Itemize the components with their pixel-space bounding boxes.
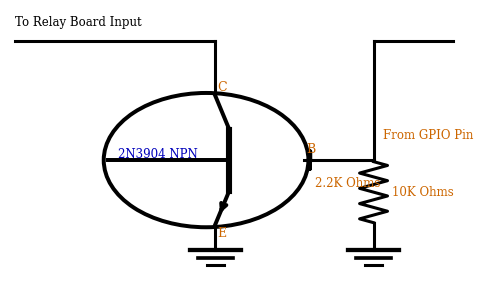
Text: 2N3904 NPN: 2N3904 NPN — [118, 148, 197, 160]
Text: To Relay Board Input: To Relay Board Input — [15, 16, 142, 29]
Text: 10K Ohms: 10K Ohms — [392, 186, 454, 199]
Text: B: B — [306, 143, 316, 156]
Text: E: E — [218, 227, 227, 240]
Text: C: C — [218, 82, 227, 95]
Text: From GPIO Pin: From GPIO Pin — [383, 129, 473, 142]
Text: 2.2K Ohms: 2.2K Ohms — [316, 177, 381, 190]
